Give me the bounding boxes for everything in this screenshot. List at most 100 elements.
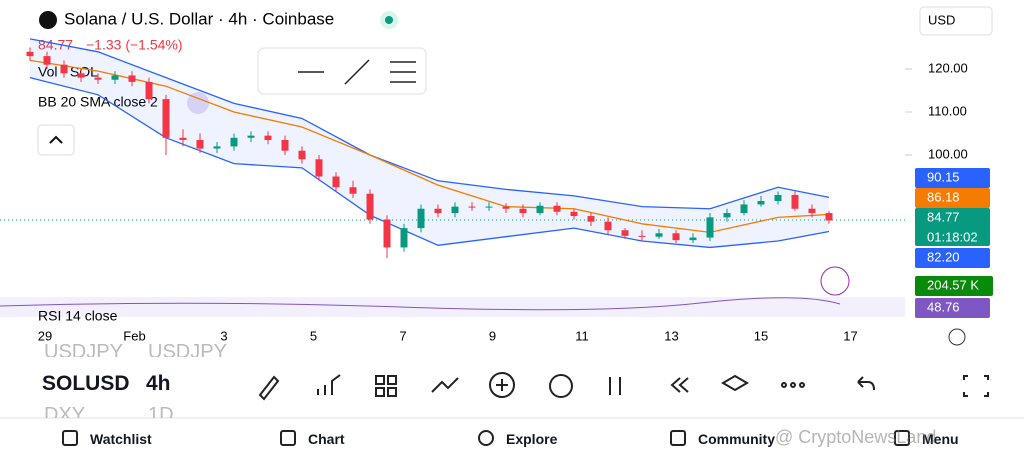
nav-item[interactable]: Chart [308, 431, 345, 447]
candle-body [26, 51, 34, 57]
nav-item[interactable]: Watchlist [90, 431, 152, 447]
price-label: 82.20 [927, 249, 960, 264]
price-label: 48.76 [927, 299, 960, 314]
candle-body [315, 159, 323, 177]
candle-body [298, 150, 306, 160]
y-tick-label: 110.00 [928, 103, 967, 118]
candle-body [213, 146, 221, 149]
candle-body [468, 206, 476, 208]
x-tick-label: 11 [575, 328, 589, 343]
symbol-prev: USDJPY [44, 343, 123, 357]
rsi-pane [0, 297, 905, 317]
x-tick-label: Feb [123, 328, 145, 343]
candle-body [825, 213, 833, 221]
candle-body [94, 77, 102, 80]
nav-icon [670, 430, 686, 446]
candle-body [655, 233, 663, 237]
price-label-box [915, 168, 990, 188]
candle-body [111, 75, 119, 80]
chevron [49, 135, 63, 144]
x-tick-label: 15 [754, 328, 768, 343]
candle-body [196, 139, 204, 149]
candle-body [145, 81, 153, 100]
rsi-label: RSI 14 close [38, 308, 118, 324]
candle-body [638, 235, 646, 237]
watermark: @ CryptoNewsLand [775, 427, 937, 447]
candle-body [179, 137, 187, 140]
candle-body [281, 139, 289, 151]
nav-item[interactable]: Menu [922, 431, 959, 447]
x-tick-label: 13 [664, 328, 678, 343]
candle-body [77, 73, 85, 78]
candle-body [587, 216, 595, 222]
candle-body [689, 237, 697, 241]
ai-button[interactable] [820, 266, 850, 296]
settings-icon[interactable] [948, 328, 966, 346]
band-upper [29, 38, 830, 210]
price-label-box [915, 276, 993, 296]
price: 84.77 [38, 37, 73, 53]
status-dot [385, 16, 393, 24]
candle-body [451, 206, 459, 214]
candle-body [723, 213, 731, 218]
candle-body [672, 233, 680, 241]
x-tick-label: 3 [220, 328, 227, 343]
candle-body [247, 135, 255, 138]
candle-body [366, 193, 374, 220]
price-label: 84.77 [927, 209, 960, 224]
candle-body [706, 217, 714, 238]
price-label-box [915, 298, 990, 318]
candle-body [434, 208, 442, 214]
x-tick-label: 9 [489, 328, 496, 343]
interval-next: 1D [148, 404, 174, 418]
candle-body [400, 228, 408, 248]
candle-body [570, 211, 578, 217]
x-tick-label: 5 [310, 328, 317, 343]
collapse-button[interactable] [37, 124, 75, 156]
nav-icon [62, 430, 78, 446]
candle-body [264, 135, 272, 140]
change: −1.33 (−1.54%) [86, 37, 183, 53]
candle-body [502, 206, 510, 209]
candle-body [485, 206, 493, 208]
band-fill [30, 38, 829, 248]
candle-body [332, 176, 340, 188]
candle-body [791, 194, 799, 209]
x-tick-label: 17 [843, 328, 857, 343]
nav-icon [478, 430, 494, 446]
price-label-box [915, 208, 990, 246]
y-tick-label: 100.00 [928, 146, 968, 161]
price-label-box [915, 188, 990, 208]
indicator-label: BB 20 SMA close 2 [38, 94, 158, 110]
draw-toolbar [257, 47, 427, 95]
candle-body [417, 208, 425, 229]
currency: USD [928, 12, 955, 27]
price-label: 90.15 [927, 169, 960, 184]
indicator-icon[interactable] [187, 92, 209, 114]
rsi-line [0, 297, 841, 311]
x-tick-label: 29 [38, 328, 52, 343]
interval[interactable]: 4h [146, 372, 171, 395]
candle-body [621, 230, 629, 236]
currency-select[interactable] [919, 6, 993, 36]
candle-body [43, 56, 51, 65]
candle-body [519, 208, 527, 214]
nav-item[interactable]: Community [698, 431, 775, 447]
nav-item[interactable]: Explore [506, 431, 558, 447]
symbol[interactable]: SOLUSD [42, 372, 130, 395]
nav-icon [894, 430, 910, 446]
title: Solana / U.S. Dollar · 4h · Coinbase [64, 9, 334, 28]
countdown: 01:18:02 [927, 229, 978, 244]
x-tick-label: 7 [399, 328, 406, 343]
candle-body [349, 187, 357, 194]
candle-body [60, 64, 68, 74]
draw-tools[interactable] [298, 59, 416, 85]
candle-body [808, 208, 816, 214]
y-tick-label: 120.00 [928, 60, 968, 75]
interval-prev: USDJPY [148, 343, 227, 357]
candle-body [128, 75, 136, 82]
candle-body [757, 201, 765, 205]
candle-body [162, 99, 170, 138]
